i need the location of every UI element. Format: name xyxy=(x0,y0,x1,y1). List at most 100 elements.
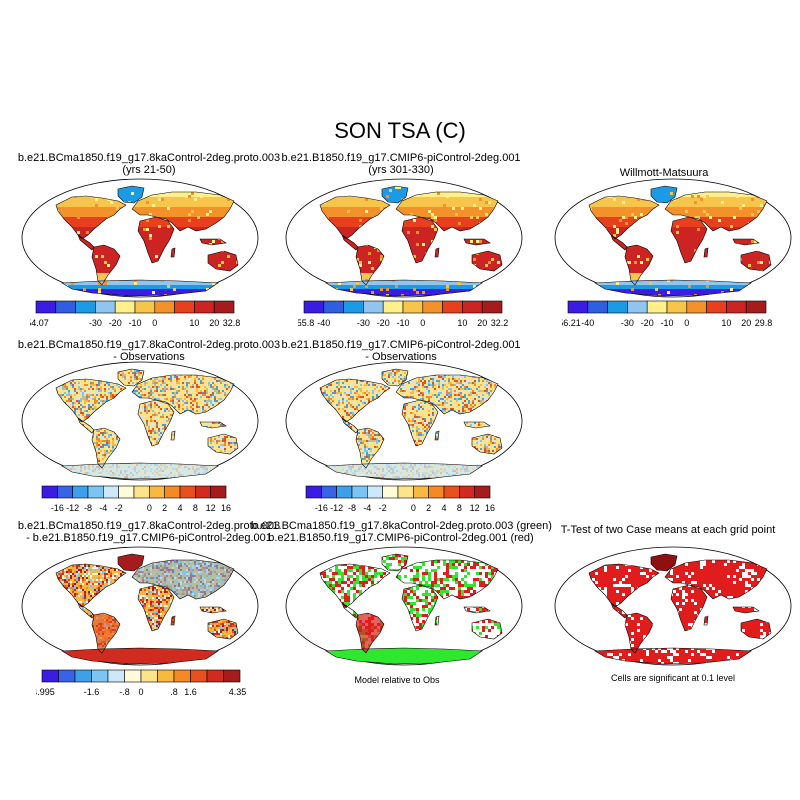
colorbar-tick-label: 2 xyxy=(426,503,431,513)
colorbar-swatch xyxy=(41,669,59,683)
map-model-rel-obs xyxy=(285,546,523,666)
colorbar-tick-label: -8 xyxy=(348,503,356,513)
colorbar-swatch xyxy=(666,300,688,314)
colorbar-tick-label: -10 xyxy=(660,318,673,328)
colorbar-swatch xyxy=(195,485,211,499)
colorbar-swatch xyxy=(164,485,181,499)
colorbar-swatch xyxy=(87,485,104,499)
colorbar-swatch xyxy=(210,485,227,499)
colorbar-swatch xyxy=(107,669,125,683)
panel-title-ttest: T-Test of two Case means at each grid po… xyxy=(560,524,776,536)
colorbar-tick-label: 0 xyxy=(138,687,143,697)
colorbar-tick-label: 12 xyxy=(470,503,480,513)
colorbar-swatch xyxy=(706,300,727,314)
colorbar-swatch xyxy=(303,300,325,314)
colorbar-tick-label: 0 xyxy=(152,318,157,328)
colorbar-swatch xyxy=(157,669,175,683)
colorbar-tick-label: 0 xyxy=(147,503,152,513)
colorbar-tick-label: .8 xyxy=(170,687,178,697)
colorbar-tick-label: -4 xyxy=(99,503,107,513)
colorbar-swatch xyxy=(140,669,158,683)
colorbar-tick-label: 10 xyxy=(721,318,731,328)
colorbar-tick-label: 4 xyxy=(177,503,182,513)
panel-title-case2: b.e21.B1850.f19_g17.CMIP6-piControl-2deg… xyxy=(281,152,521,176)
colorbar-swatch xyxy=(134,300,156,314)
colorbar-tick-label: 20 xyxy=(209,318,219,328)
colorbar-swatch xyxy=(442,300,463,314)
colorbar-swatch xyxy=(428,485,445,499)
panel-title-case2-obs: b.e21.B1850.f19_g17.CMIP6-piControl-2deg… xyxy=(281,339,521,363)
colorbar-tick-label: 8 xyxy=(457,503,462,513)
colorbar-swatch xyxy=(321,485,337,499)
colorbar-case1-case2: -4.995 -1.6 -.8 0 .8 1.6 4.355 xyxy=(36,669,246,697)
colorbar-tick-label: -2 xyxy=(115,503,123,513)
colorbar-tick-label: 4 xyxy=(441,503,446,513)
colorbar-tick-label: 0 xyxy=(684,318,689,328)
colorbar-tick-label: -40 xyxy=(317,318,330,328)
colorbar-tick-label: 16 xyxy=(485,503,495,513)
colorbar-swatch xyxy=(41,485,58,499)
colorbar-swatch xyxy=(481,300,503,314)
colorbar-tick-label: -30 xyxy=(89,318,102,328)
caption-ttest: Cells are significant at 0.1 level xyxy=(610,673,736,683)
colorbar-tick-label: 10 xyxy=(457,318,467,328)
colorbar-tick-label: -10 xyxy=(128,318,141,328)
colorbar-tick-label: -40 xyxy=(581,318,594,328)
colorbar-swatch xyxy=(726,300,747,314)
colorbar-swatch xyxy=(154,300,175,314)
colorbar-tick-label: -12 xyxy=(66,503,79,513)
colorbar-case1: -54.07 -30 -20 -10 0 10 20 32.84 xyxy=(30,300,240,328)
colorbar-tick-label: 1.6 xyxy=(184,687,197,697)
colorbar-tick-label: 12 xyxy=(206,503,216,513)
colorbar-swatch xyxy=(402,300,424,314)
colorbar-swatch xyxy=(174,300,195,314)
colorbar-swatch xyxy=(95,300,116,314)
colorbar-swatch xyxy=(686,300,707,314)
colorbar-swatch xyxy=(124,669,142,683)
caption-model-rel-obs: Model relative to Obs xyxy=(354,675,440,685)
colorbar-swatch xyxy=(367,485,383,499)
colorbar-swatch xyxy=(343,300,364,314)
colorbar-swatch xyxy=(213,300,235,314)
colorbar-tick-label: 8 xyxy=(193,503,198,513)
colorbar-swatch xyxy=(745,300,767,314)
colorbar-tick-label: -30 xyxy=(621,318,634,328)
colorbar-tick-label: 20 xyxy=(741,318,751,328)
colorbar-swatch xyxy=(75,300,96,314)
panel-title-model-rel-obs: b.e21.BCma1850.f19_g17.8kaControl-2deg.p… xyxy=(251,520,552,544)
colorbar-case1-obs: -16 -12 -8 -4 -2 0 2 4 8 12 16 xyxy=(41,485,231,513)
colorbar-swatch xyxy=(74,669,92,683)
colorbar-tick-label: 32.84 xyxy=(223,318,240,328)
colorbar-swatch xyxy=(72,485,89,499)
colorbar-swatch xyxy=(459,485,475,499)
colorbar-tick-label: -20 xyxy=(109,318,122,328)
panel-title-obs: Willmott-Matsuura xyxy=(619,167,709,179)
colorbar-swatch xyxy=(462,300,483,314)
map-case1 xyxy=(21,178,259,298)
colorbar-tick-label: 32.24 xyxy=(491,318,508,328)
map-case1-case2 xyxy=(21,546,259,666)
colorbar-swatch xyxy=(173,669,191,683)
colorbar-swatch xyxy=(103,485,119,499)
colorbar-swatch xyxy=(567,300,589,314)
colorbar-obs: -56.21-40 -30 -20 -10 0 10 20 29.89 xyxy=(562,300,772,328)
colorbar-tick-label: 0 xyxy=(420,318,425,328)
colorbar-swatch xyxy=(179,485,196,499)
colorbar-swatch xyxy=(336,485,353,499)
map-ttest xyxy=(554,546,792,666)
colorbar-swatch xyxy=(382,485,399,499)
colorbar-tick-label: 29.89 xyxy=(755,318,772,328)
map-case1-obs xyxy=(21,361,259,481)
colorbar-tick-label: -1.6 xyxy=(84,687,100,697)
colorbar-swatch xyxy=(133,485,150,499)
colorbar-tick-label: -16 xyxy=(315,503,328,513)
colorbar-tick-label: 4.355 xyxy=(229,687,246,697)
colorbar-tick-label: 2 xyxy=(162,503,167,513)
colorbar-swatch xyxy=(223,669,241,683)
colorbar-swatch xyxy=(35,300,57,314)
colorbar-tick-label: -12 xyxy=(330,503,343,513)
colorbar-case2: -55.8-40 -30 -20 -10 0 10 20 32.24 xyxy=(298,300,508,328)
colorbar-swatch xyxy=(190,669,208,683)
colorbar-tick-label: -8 xyxy=(84,503,92,513)
colorbar-swatch xyxy=(607,300,628,314)
